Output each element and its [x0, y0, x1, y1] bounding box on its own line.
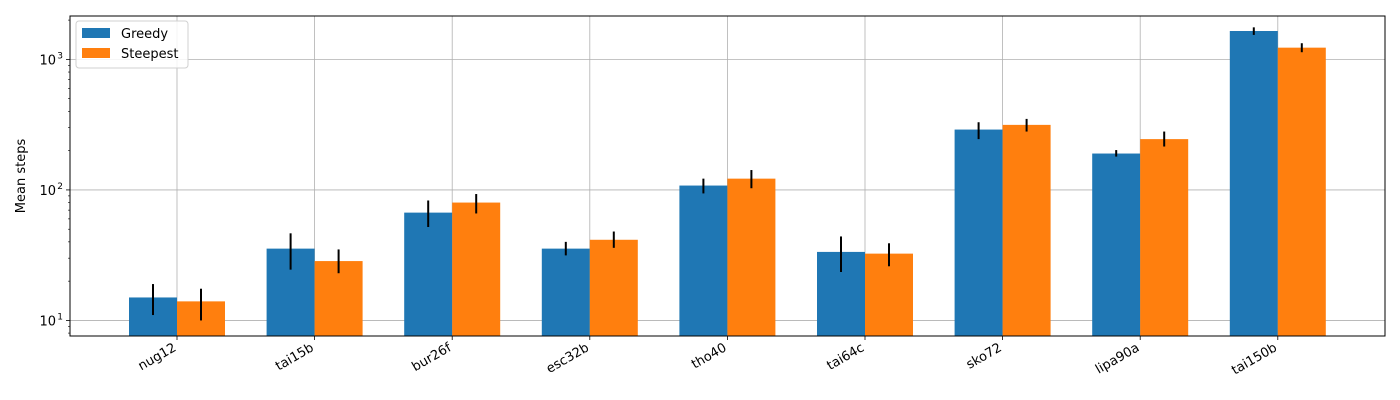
bar-steepest-tho40 [727, 178, 776, 336]
bar-greedy-bur26f [404, 212, 453, 336]
legend-swatch [82, 48, 110, 58]
legend-label: Steepest [121, 47, 178, 62]
bar-steepest-tai15b [314, 261, 363, 336]
x-tick-label: bur26f [409, 340, 454, 375]
y-tick-exponent: 3 [57, 51, 63, 61]
y-axis-label: Mean steps [14, 139, 29, 214]
bar-greedy-tho40 [679, 185, 728, 336]
y-tick-label: 10 [39, 53, 56, 68]
x-tick-label: tho40 [689, 340, 729, 372]
y-tick-label: 10 [39, 184, 56, 199]
bar-greedy-sko72 [954, 129, 1003, 336]
bar-greedy-esc32b [541, 248, 590, 336]
bars [129, 31, 1326, 336]
legend-swatch [82, 28, 110, 38]
bar-greedy-lipa90a [1092, 153, 1141, 336]
bar-greedy-tai150b [1229, 31, 1278, 336]
x-tick-label: tai15b [273, 340, 316, 374]
bar-steepest-sko72 [1002, 124, 1051, 336]
x-tick-label: lipa90a [1093, 340, 1142, 377]
bar-steepest-lipa90a [1140, 139, 1189, 336]
bar-steepest-bur26f [452, 202, 501, 336]
bar-steepest-tai150b [1277, 47, 1326, 336]
x-tick-label: tai150b [1229, 340, 1280, 378]
y-tick-label: 10 [39, 314, 56, 329]
x-axis: nug12 tai15b bur26f esc32b tho40 tai64c sko72 l… [136, 336, 1280, 378]
legend: Greedy Steepest [75, 20, 189, 69]
legend-label: Greedy [121, 27, 168, 42]
bar-steepest-esc32b [589, 239, 638, 336]
y-tick-exponent: 1 [57, 312, 63, 322]
bar-steepest-tai64c [865, 253, 913, 336]
error-bars [152, 27, 1303, 321]
x-tick-label: nug12 [136, 340, 179, 374]
y-tick-exponent: 2 [57, 182, 63, 192]
x-tick-label: tai64c [825, 340, 867, 373]
x-tick-label: sko72 [964, 340, 1005, 372]
x-tick-label: esc32b [544, 340, 592, 376]
